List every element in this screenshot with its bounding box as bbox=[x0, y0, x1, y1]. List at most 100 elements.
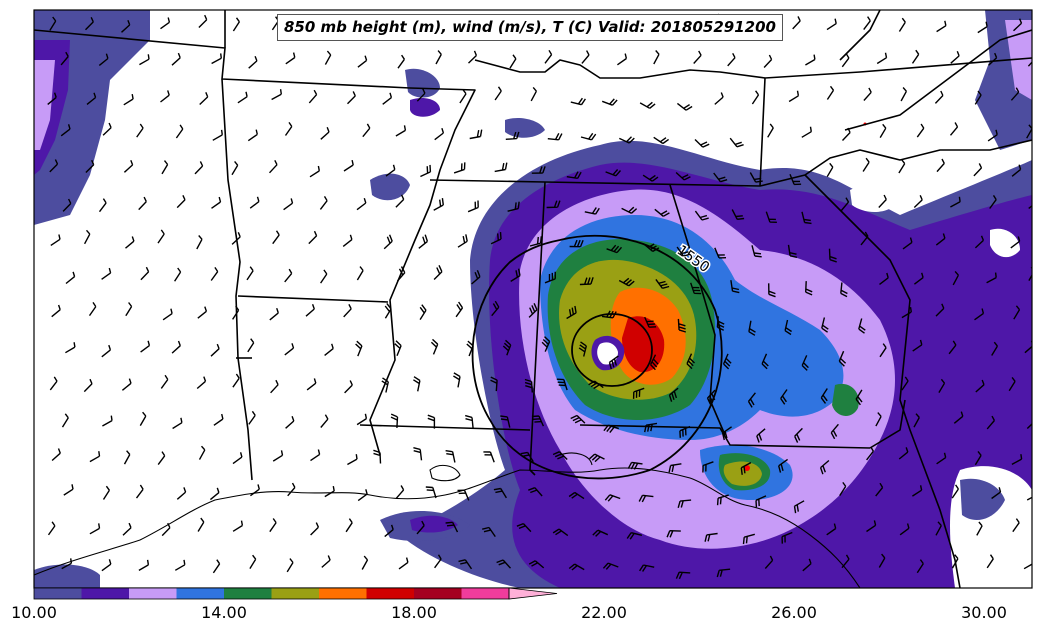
wind-barb bbox=[878, 553, 886, 568]
wind-barb bbox=[977, 21, 988, 34]
wind-barb bbox=[767, 123, 774, 138]
wind-barb bbox=[935, 303, 945, 317]
wind-barb bbox=[566, 171, 582, 179]
wind-barb bbox=[83, 378, 93, 393]
wind-barb bbox=[544, 49, 553, 64]
wind-barb bbox=[161, 160, 169, 175]
wind-barb bbox=[308, 89, 318, 104]
wind-barb bbox=[395, 194, 405, 208]
wind-barb bbox=[285, 52, 296, 65]
wind-barb bbox=[606, 244, 623, 254]
wind-barb bbox=[138, 559, 150, 572]
wind-barb bbox=[194, 161, 204, 175]
wind-barb bbox=[953, 411, 964, 424]
wind-barb bbox=[356, 413, 368, 426]
wind-barb bbox=[136, 123, 144, 138]
wind-barb bbox=[643, 243, 660, 253]
wind-barb bbox=[269, 518, 277, 533]
wind-barb bbox=[781, 531, 793, 544]
wind-barb bbox=[196, 235, 203, 250]
wind-barb bbox=[653, 50, 660, 65]
wind-barb bbox=[875, 482, 884, 497]
wind-barb bbox=[494, 86, 502, 101]
wind-barb bbox=[49, 16, 57, 31]
wind-barb bbox=[731, 209, 745, 220]
wind-barb bbox=[749, 172, 763, 183]
wind-barb bbox=[935, 233, 946, 246]
wind-barb bbox=[713, 172, 728, 183]
colorbar-segment bbox=[224, 588, 272, 599]
colorbar-extend-arrow bbox=[508, 587, 558, 600]
wind-barb bbox=[355, 340, 363, 357]
wind-barb bbox=[706, 389, 716, 405]
wind-barb bbox=[140, 266, 150, 281]
wind-barb bbox=[85, 17, 94, 31]
wind-barb bbox=[1013, 18, 1023, 32]
wind-barb bbox=[62, 198, 72, 212]
wind-barb bbox=[974, 90, 982, 105]
wind-barb bbox=[123, 93, 134, 106]
wind-barb bbox=[788, 90, 800, 103]
wind-barb bbox=[1010, 87, 1020, 101]
wind-barb bbox=[324, 50, 332, 65]
wind-barb bbox=[820, 388, 828, 404]
wind-barb bbox=[916, 559, 924, 574]
wind-barb bbox=[552, 451, 568, 460]
wind-barb bbox=[529, 236, 542, 247]
wind-barb bbox=[991, 341, 998, 356]
wind-barb bbox=[951, 554, 959, 569]
wind-barb bbox=[841, 53, 850, 68]
wind-barb bbox=[531, 415, 545, 427]
wind-barb bbox=[425, 486, 437, 499]
wind-barb bbox=[309, 165, 320, 178]
wind-barb bbox=[649, 354, 659, 371]
wind-barb bbox=[730, 280, 740, 294]
wind-barb bbox=[568, 491, 585, 500]
wind-barb bbox=[935, 521, 942, 536]
wind-barb bbox=[419, 304, 427, 320]
wind-barb bbox=[382, 92, 393, 105]
wind-barb bbox=[584, 207, 600, 215]
wind-barb bbox=[125, 236, 135, 249]
wind-barb bbox=[284, 268, 293, 283]
wind-barb bbox=[373, 449, 382, 464]
wind-barb bbox=[509, 54, 517, 69]
wind-barb bbox=[989, 195, 997, 209]
wind-barb bbox=[171, 340, 181, 354]
wind-barb bbox=[101, 344, 112, 358]
wind-barb bbox=[483, 451, 495, 463]
wind-barb bbox=[516, 522, 532, 533]
wind-barb bbox=[986, 554, 994, 569]
wind-barb bbox=[271, 89, 282, 101]
wind-barb bbox=[686, 353, 695, 370]
wind-barb bbox=[988, 52, 998, 66]
wind-barb bbox=[140, 340, 151, 353]
wind-barb bbox=[356, 266, 364, 281]
wind-barb bbox=[160, 90, 170, 103]
wind-barb bbox=[913, 195, 923, 209]
wind-barb bbox=[125, 302, 133, 317]
wind-barb bbox=[465, 414, 474, 429]
wind-barb bbox=[1011, 164, 1022, 177]
wind-barb bbox=[455, 301, 464, 318]
wind-barb bbox=[668, 387, 679, 402]
wind-barb bbox=[722, 353, 732, 370]
wind-barb bbox=[324, 485, 335, 498]
wind-barb bbox=[172, 417, 183, 430]
wind-barb bbox=[138, 196, 147, 211]
wind-barb bbox=[841, 127, 851, 141]
wind-barb bbox=[1027, 61, 1032, 67]
wind-barb bbox=[197, 517, 205, 532]
wind-barb bbox=[418, 234, 429, 249]
wind-barb bbox=[916, 123, 925, 138]
wind-barb bbox=[934, 90, 944, 104]
wind-barb bbox=[320, 269, 328, 284]
wind-barb bbox=[1026, 423, 1032, 430]
wind-barb bbox=[305, 304, 315, 317]
wind-barb bbox=[729, 137, 744, 148]
wind-barb bbox=[1023, 563, 1032, 570]
wind-barb bbox=[268, 159, 278, 174]
wind-barb bbox=[197, 306, 208, 319]
wind-barb bbox=[198, 14, 208, 28]
